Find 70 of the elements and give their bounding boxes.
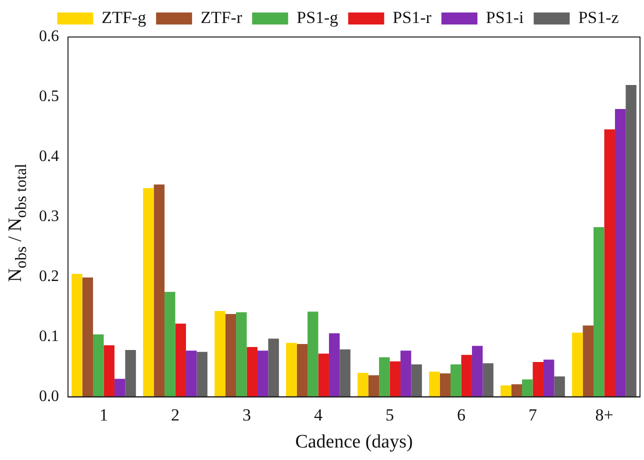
bar	[604, 129, 615, 397]
bar	[143, 188, 154, 397]
y-tick-label: 0.1	[39, 328, 59, 346]
x-tick-label: 6	[457, 405, 466, 424]
y-tick-label: 0.4	[39, 148, 59, 166]
x-tick-label: 5	[386, 405, 394, 424]
bar	[522, 379, 533, 397]
bar	[500, 385, 512, 397]
bar	[379, 357, 390, 397]
bar	[450, 364, 462, 397]
bar	[614, 108, 626, 397]
bar	[472, 346, 483, 397]
bar	[543, 360, 554, 397]
bar	[125, 350, 136, 397]
bar	[400, 350, 412, 397]
x-axis-title: Cadence (days)	[295, 432, 413, 453]
bar	[532, 362, 544, 397]
legend-label: PS1-g	[296, 8, 339, 27]
bar	[186, 350, 197, 397]
bar	[154, 184, 165, 397]
x-tick-label: 7	[528, 405, 538, 424]
bar	[214, 311, 226, 397]
y-tick-label: 0.3	[39, 208, 59, 226]
y-tick-label: 0.2	[39, 268, 59, 286]
bar	[246, 347, 258, 397]
bar	[175, 324, 186, 397]
bar	[104, 345, 114, 397]
bar	[82, 277, 94, 397]
bar	[225, 314, 236, 397]
bar	[318, 354, 329, 397]
bar	[257, 350, 268, 397]
legend-label: PS1-r	[392, 8, 432, 27]
bar	[411, 364, 422, 397]
bar	[358, 372, 368, 397]
bar	[296, 344, 308, 397]
bar	[93, 334, 104, 397]
y-tick-label: 0.0	[39, 388, 59, 406]
bar	[440, 373, 451, 397]
bar	[461, 354, 472, 397]
bar	[368, 375, 380, 397]
bar	[482, 363, 494, 397]
bar	[72, 274, 82, 397]
x-tick-label: 4	[314, 405, 323, 424]
bar	[236, 312, 247, 397]
bar	[196, 352, 208, 397]
bar	[308, 312, 318, 397]
bar	[582, 325, 594, 397]
legend-label: ZTF-r	[200, 8, 242, 27]
y-tick-label: 0.5	[39, 88, 59, 106]
bar	[572, 332, 583, 397]
x-tick-label: 2	[171, 405, 180, 424]
bar	[164, 292, 176, 397]
y-tick-label: 0.6	[39, 28, 59, 46]
bar	[340, 349, 350, 397]
bar	[390, 361, 400, 397]
bar	[114, 378, 126, 397]
x-tick-label: 3	[242, 405, 251, 424]
legend-label: PS1-z	[578, 8, 620, 27]
bar	[511, 384, 522, 397]
bar	[594, 227, 604, 397]
bar	[268, 338, 279, 397]
bar	[626, 84, 636, 397]
legend-label: ZTF-g	[102, 8, 147, 27]
legend-label: PS1-i	[486, 8, 524, 27]
x-tick-label: 1	[100, 405, 108, 424]
bar	[554, 376, 565, 397]
bar	[328, 333, 340, 397]
bar	[429, 372, 440, 397]
x-tick-label: 8+	[595, 405, 614, 424]
bar	[286, 342, 297, 397]
